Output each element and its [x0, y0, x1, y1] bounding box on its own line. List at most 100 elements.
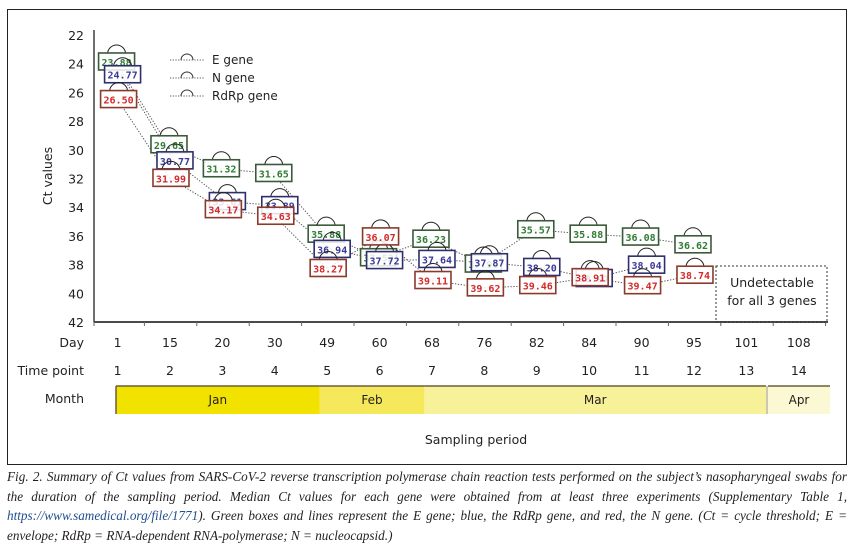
- value-box: [470, 252, 509, 272]
- day-tick-label: 82: [529, 335, 545, 350]
- value-box: [466, 278, 505, 297]
- day-tick-label: 30: [267, 335, 283, 350]
- y-tick-label: 34: [68, 200, 84, 215]
- value-label: 38.74: [680, 271, 710, 282]
- value-label: 31.99: [156, 174, 186, 185]
- data-point: 35.88: [569, 216, 607, 243]
- point-marker-arc: [109, 82, 129, 92]
- value-label: 38.27: [313, 264, 343, 275]
- point-marker-arc: [528, 268, 548, 278]
- value-box: [418, 249, 456, 269]
- value-box: [623, 275, 662, 295]
- value-label: 34.63: [261, 212, 291, 223]
- value-box: [256, 206, 295, 226]
- month-bar: Jan Feb Mar Apr: [115, 385, 830, 414]
- y-tick-label: 26: [68, 85, 84, 100]
- value-label: 39.62: [470, 284, 500, 295]
- value-label: 24.77: [108, 71, 138, 82]
- annotation-line-2: for all 3 genes: [727, 293, 816, 308]
- value-label: 35.88: [573, 230, 603, 241]
- day-tick-label: 101: [734, 335, 758, 350]
- point-marker-arc: [423, 263, 443, 273]
- point-marker-arc: [475, 270, 495, 280]
- value-label: 36.07: [366, 233, 396, 244]
- data-point: 24.77: [103, 57, 142, 84]
- value-label: 39.46: [523, 282, 553, 293]
- timepoint-tick-label: 13: [738, 363, 754, 378]
- legend-entry: RdRp gene: [212, 89, 278, 103]
- day-tick-label: 84: [581, 335, 597, 350]
- undetectable-annotation: Undetectable for all 3 genes: [715, 265, 828, 323]
- y-tick-label: 24: [68, 57, 84, 72]
- y-axis-label: Ct values: [40, 147, 55, 205]
- point-marker-arc: [165, 143, 185, 153]
- point-marker-arc: [213, 192, 233, 202]
- data-point: 26.50: [99, 82, 138, 109]
- day-row-label: Day: [59, 335, 84, 350]
- timepoint-tick-label: 7: [428, 363, 436, 378]
- data-point: 36.23: [412, 221, 450, 249]
- point-marker-arc: [270, 188, 290, 198]
- day-tick-label: 90: [634, 335, 650, 350]
- value-label: 36.62: [678, 241, 708, 252]
- data-point: 36.07: [361, 219, 400, 246]
- point-marker-arc: [161, 160, 181, 171]
- data-point: 37.72: [365, 243, 404, 270]
- supplementary-link[interactable]: https://www.samedical.org/file/1771: [7, 508, 199, 523]
- y-tick-label: 32: [68, 172, 84, 187]
- month-label: Apr: [789, 393, 810, 407]
- point-marker-arc: [633, 268, 653, 278]
- value-label: 36.08: [626, 233, 656, 244]
- value-label: 26.50: [104, 96, 134, 107]
- data-point: 31.32: [202, 151, 241, 178]
- series-line-segment: [115, 61, 169, 146]
- point-marker-arc: [479, 245, 499, 255]
- legend: E gene N gene RdRp gene: [170, 53, 278, 103]
- point-marker-arc: [580, 260, 600, 270]
- value-label: 36.23: [416, 235, 446, 246]
- point-marker-arc: [631, 219, 651, 230]
- data-point: 38.91: [571, 260, 609, 287]
- value-label: 35.88: [311, 230, 341, 241]
- timepoint-tick-label: 10: [581, 363, 597, 378]
- point-marker-arc: [211, 151, 231, 161]
- y-tick-label: 36: [68, 229, 84, 244]
- value-label: 35.57: [521, 226, 551, 237]
- timepoint-tick-label: 4: [271, 363, 279, 378]
- point-marker-arc: [322, 231, 342, 242]
- y-tick-label: 38: [68, 258, 84, 273]
- month-segment-mar: [424, 386, 766, 414]
- value-box: [254, 163, 293, 183]
- timepoint-tick-label: 3: [218, 363, 226, 378]
- month-segment-feb: [319, 386, 425, 414]
- data-point: 35.57: [516, 212, 555, 239]
- timepoint-tick-label: 1: [114, 363, 122, 378]
- timepoint-tick-label: 2: [166, 363, 174, 378]
- value-box: [569, 224, 607, 243]
- value-label: 38.91: [575, 274, 605, 285]
- timepoint-tick-label: 14: [791, 363, 807, 378]
- value-box: [361, 227, 400, 246]
- data-point: 39.47: [623, 268, 662, 295]
- point-marker-arc: [217, 184, 237, 194]
- month-segment-apr: [768, 386, 830, 414]
- timepoint-tick-label: 5: [323, 363, 331, 378]
- point-marker-arc: [159, 127, 179, 137]
- day-tick-label: 49: [319, 335, 335, 350]
- y-tick-label: 42: [68, 315, 84, 330]
- value-label: 31.65: [259, 169, 289, 180]
- legend-marker-icon: [180, 53, 194, 61]
- point-marker-arc: [264, 155, 284, 166]
- series-lines: [115, 61, 695, 289]
- data-point: 39.62: [466, 270, 505, 297]
- day-tick-label: 95: [686, 335, 702, 350]
- value-box: [522, 257, 561, 277]
- value-box: [621, 227, 660, 246]
- point-marker-arc: [318, 250, 338, 261]
- data-point: 37.64: [418, 241, 456, 269]
- day-tick-label: 60: [372, 335, 388, 350]
- point-marker-arc: [316, 216, 336, 227]
- point-marker-arc: [421, 221, 441, 232]
- value-label: 34.17: [208, 206, 238, 217]
